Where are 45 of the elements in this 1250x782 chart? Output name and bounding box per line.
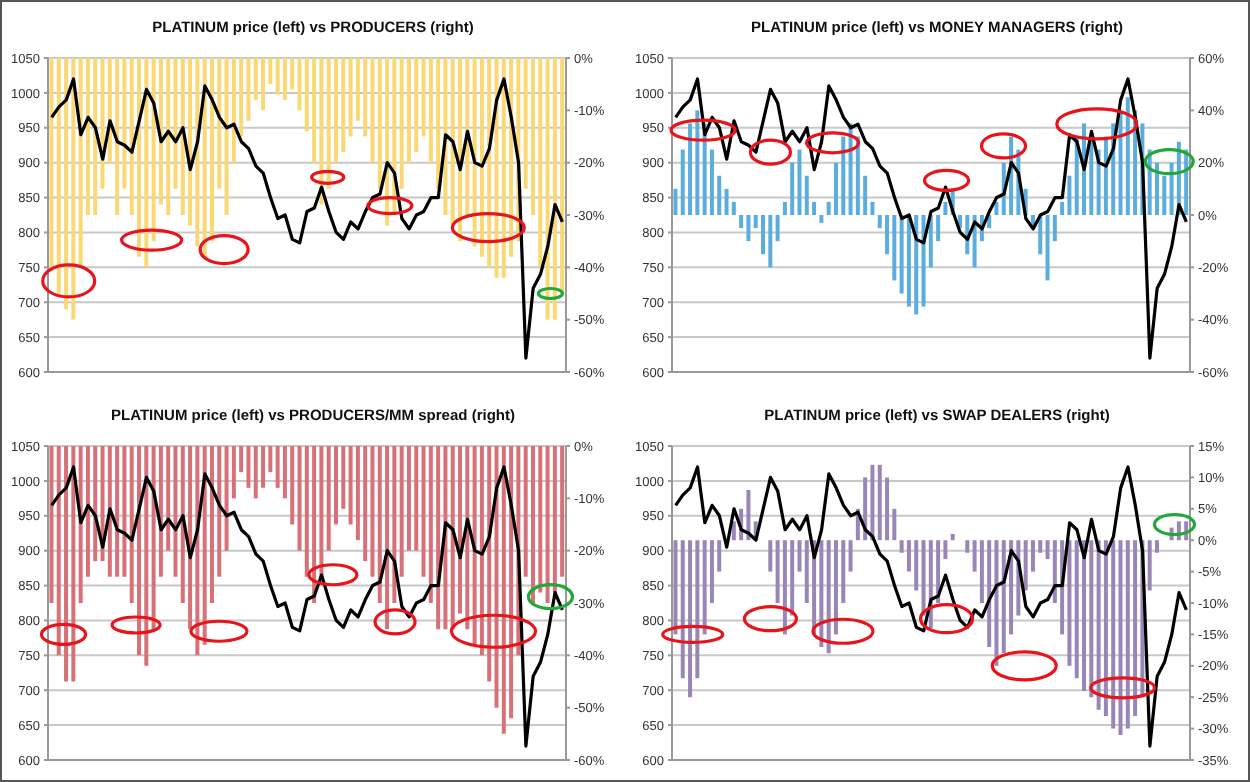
bar	[1125, 97, 1130, 215]
bar	[950, 533, 955, 541]
bar	[1067, 540, 1072, 666]
line-series	[50, 77, 564, 360]
bar	[695, 110, 700, 215]
bar	[994, 540, 999, 666]
bar	[819, 540, 824, 647]
bar	[965, 540, 970, 553]
bar	[914, 540, 919, 591]
bar	[775, 215, 780, 242]
bar	[673, 188, 678, 215]
bar	[688, 540, 693, 698]
bar	[724, 188, 729, 215]
bar	[819, 215, 824, 223]
bar	[1125, 540, 1130, 729]
bar	[1001, 540, 1006, 654]
bar	[826, 540, 831, 654]
bar	[804, 175, 809, 215]
bar	[673, 540, 678, 635]
bar	[1147, 540, 1152, 591]
bar	[1118, 540, 1123, 735]
bar	[797, 149, 802, 215]
bar	[768, 215, 773, 268]
bar	[841, 136, 846, 215]
bar	[1067, 175, 1072, 215]
bar	[848, 540, 853, 572]
bar	[746, 489, 751, 541]
bar	[1089, 540, 1094, 698]
bar	[768, 540, 773, 572]
bar	[1082, 540, 1087, 691]
bar	[1023, 540, 1028, 591]
bar	[943, 201, 948, 215]
bar	[994, 201, 999, 215]
bar	[877, 464, 882, 541]
line-series	[674, 465, 1188, 748]
bar	[746, 215, 751, 242]
bar	[702, 540, 707, 635]
bar	[1096, 540, 1101, 710]
bar	[870, 464, 875, 541]
bar	[1045, 215, 1050, 281]
bar	[906, 215, 911, 307]
bar	[1111, 540, 1116, 729]
bar	[782, 540, 787, 635]
bar	[914, 215, 919, 315]
bar	[892, 215, 897, 281]
